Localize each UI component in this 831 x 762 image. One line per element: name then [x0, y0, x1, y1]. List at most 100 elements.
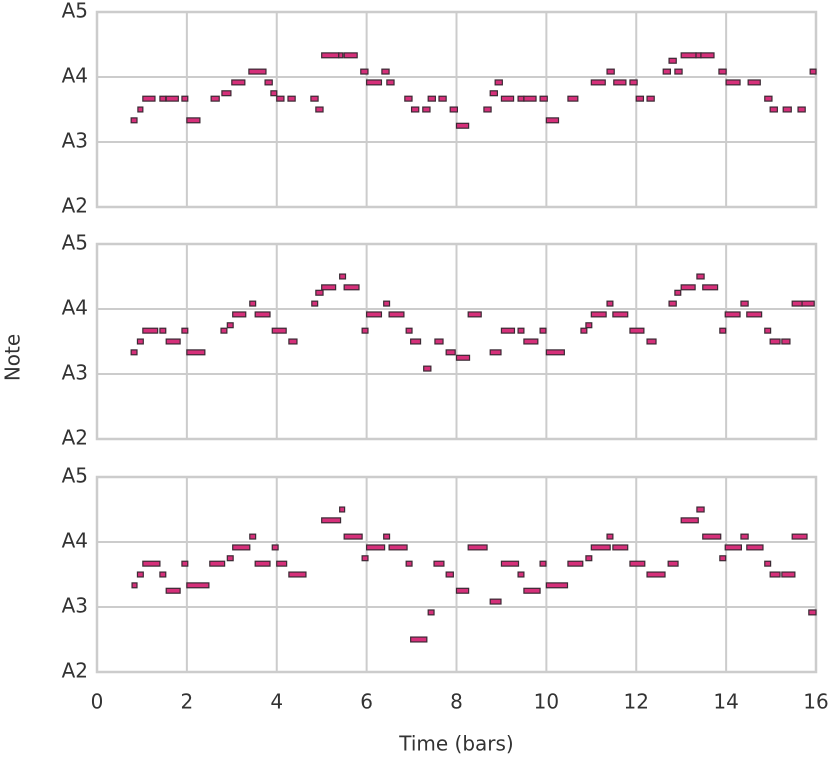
y-tick-label: A2 — [62, 426, 88, 450]
note — [361, 555, 369, 562]
note — [629, 560, 646, 567]
note — [186, 117, 201, 124]
note — [427, 95, 436, 102]
x-tick-label: 6 — [360, 690, 373, 714]
note — [781, 571, 796, 578]
note — [517, 95, 525, 102]
note — [646, 571, 666, 578]
note — [220, 327, 228, 334]
x-tick-label: 2 — [181, 690, 194, 714]
note — [668, 300, 677, 307]
note — [449, 106, 458, 113]
panel: A2 A3 A4 A5 0 2 4 6 8 10 12 14 16 Time (bars) — [62, 464, 829, 756]
note — [270, 90, 278, 97]
note — [159, 95, 167, 102]
note — [489, 598, 502, 605]
note — [159, 327, 167, 334]
note — [404, 95, 413, 102]
note — [264, 79, 273, 86]
note — [635, 95, 645, 102]
note — [523, 95, 537, 102]
note — [629, 79, 638, 86]
note — [383, 533, 391, 540]
note — [165, 587, 181, 594]
note — [467, 311, 482, 318]
note — [801, 300, 815, 307]
note — [455, 354, 471, 361]
note — [232, 311, 247, 318]
note — [539, 560, 547, 567]
note — [288, 338, 298, 345]
note — [321, 284, 337, 291]
note — [791, 300, 803, 307]
note — [489, 90, 498, 97]
note — [136, 571, 144, 578]
note — [366, 544, 386, 551]
note — [381, 68, 390, 75]
note — [438, 95, 447, 102]
note — [668, 57, 677, 64]
y-tick-label: A3 — [62, 129, 88, 153]
note — [366, 79, 383, 86]
note — [405, 327, 413, 334]
note — [271, 544, 279, 551]
note — [746, 544, 764, 551]
note — [181, 95, 189, 102]
note — [539, 327, 547, 334]
note — [210, 95, 220, 102]
note — [388, 544, 408, 551]
note — [629, 327, 645, 334]
note — [467, 544, 488, 551]
note — [455, 587, 470, 594]
note — [339, 273, 347, 280]
note — [662, 68, 672, 75]
y-tick-label: A5 — [62, 464, 88, 488]
note — [321, 517, 342, 524]
note — [606, 300, 614, 307]
note — [747, 79, 761, 86]
note — [718, 68, 727, 75]
note — [361, 327, 369, 334]
y-tick-label: A5 — [62, 231, 88, 255]
x-tick-label: 10 — [534, 690, 559, 714]
note — [221, 90, 232, 97]
y-tick-label: A3 — [62, 594, 88, 618]
note — [386, 79, 395, 86]
y-tick-label: A4 — [62, 529, 88, 553]
note — [445, 349, 456, 356]
note — [136, 338, 144, 345]
note — [782, 106, 792, 113]
note — [249, 533, 257, 540]
y-axis-label: Note — [1, 334, 25, 381]
note — [545, 349, 565, 356]
note — [231, 79, 246, 86]
note — [427, 609, 435, 616]
note — [808, 609, 817, 616]
note — [695, 52, 702, 59]
note — [585, 555, 593, 562]
note — [410, 106, 420, 113]
note — [523, 587, 541, 594]
note — [410, 338, 422, 345]
note — [248, 68, 267, 75]
note — [494, 79, 503, 86]
note — [489, 349, 502, 356]
x-tick-label: 14 — [713, 690, 738, 714]
note — [764, 327, 772, 334]
note — [791, 533, 808, 540]
note — [567, 560, 584, 567]
note — [769, 338, 781, 345]
note — [667, 560, 679, 567]
note — [680, 517, 699, 524]
note — [165, 95, 179, 102]
y-tick-label: A3 — [62, 361, 88, 385]
note — [606, 533, 614, 540]
note — [580, 327, 588, 334]
note — [343, 52, 358, 59]
x-tick-label: 0 — [91, 690, 104, 714]
note — [523, 338, 539, 345]
note — [343, 533, 363, 540]
note — [674, 289, 682, 296]
note — [500, 327, 516, 334]
y-tick-label: A4 — [62, 64, 88, 88]
